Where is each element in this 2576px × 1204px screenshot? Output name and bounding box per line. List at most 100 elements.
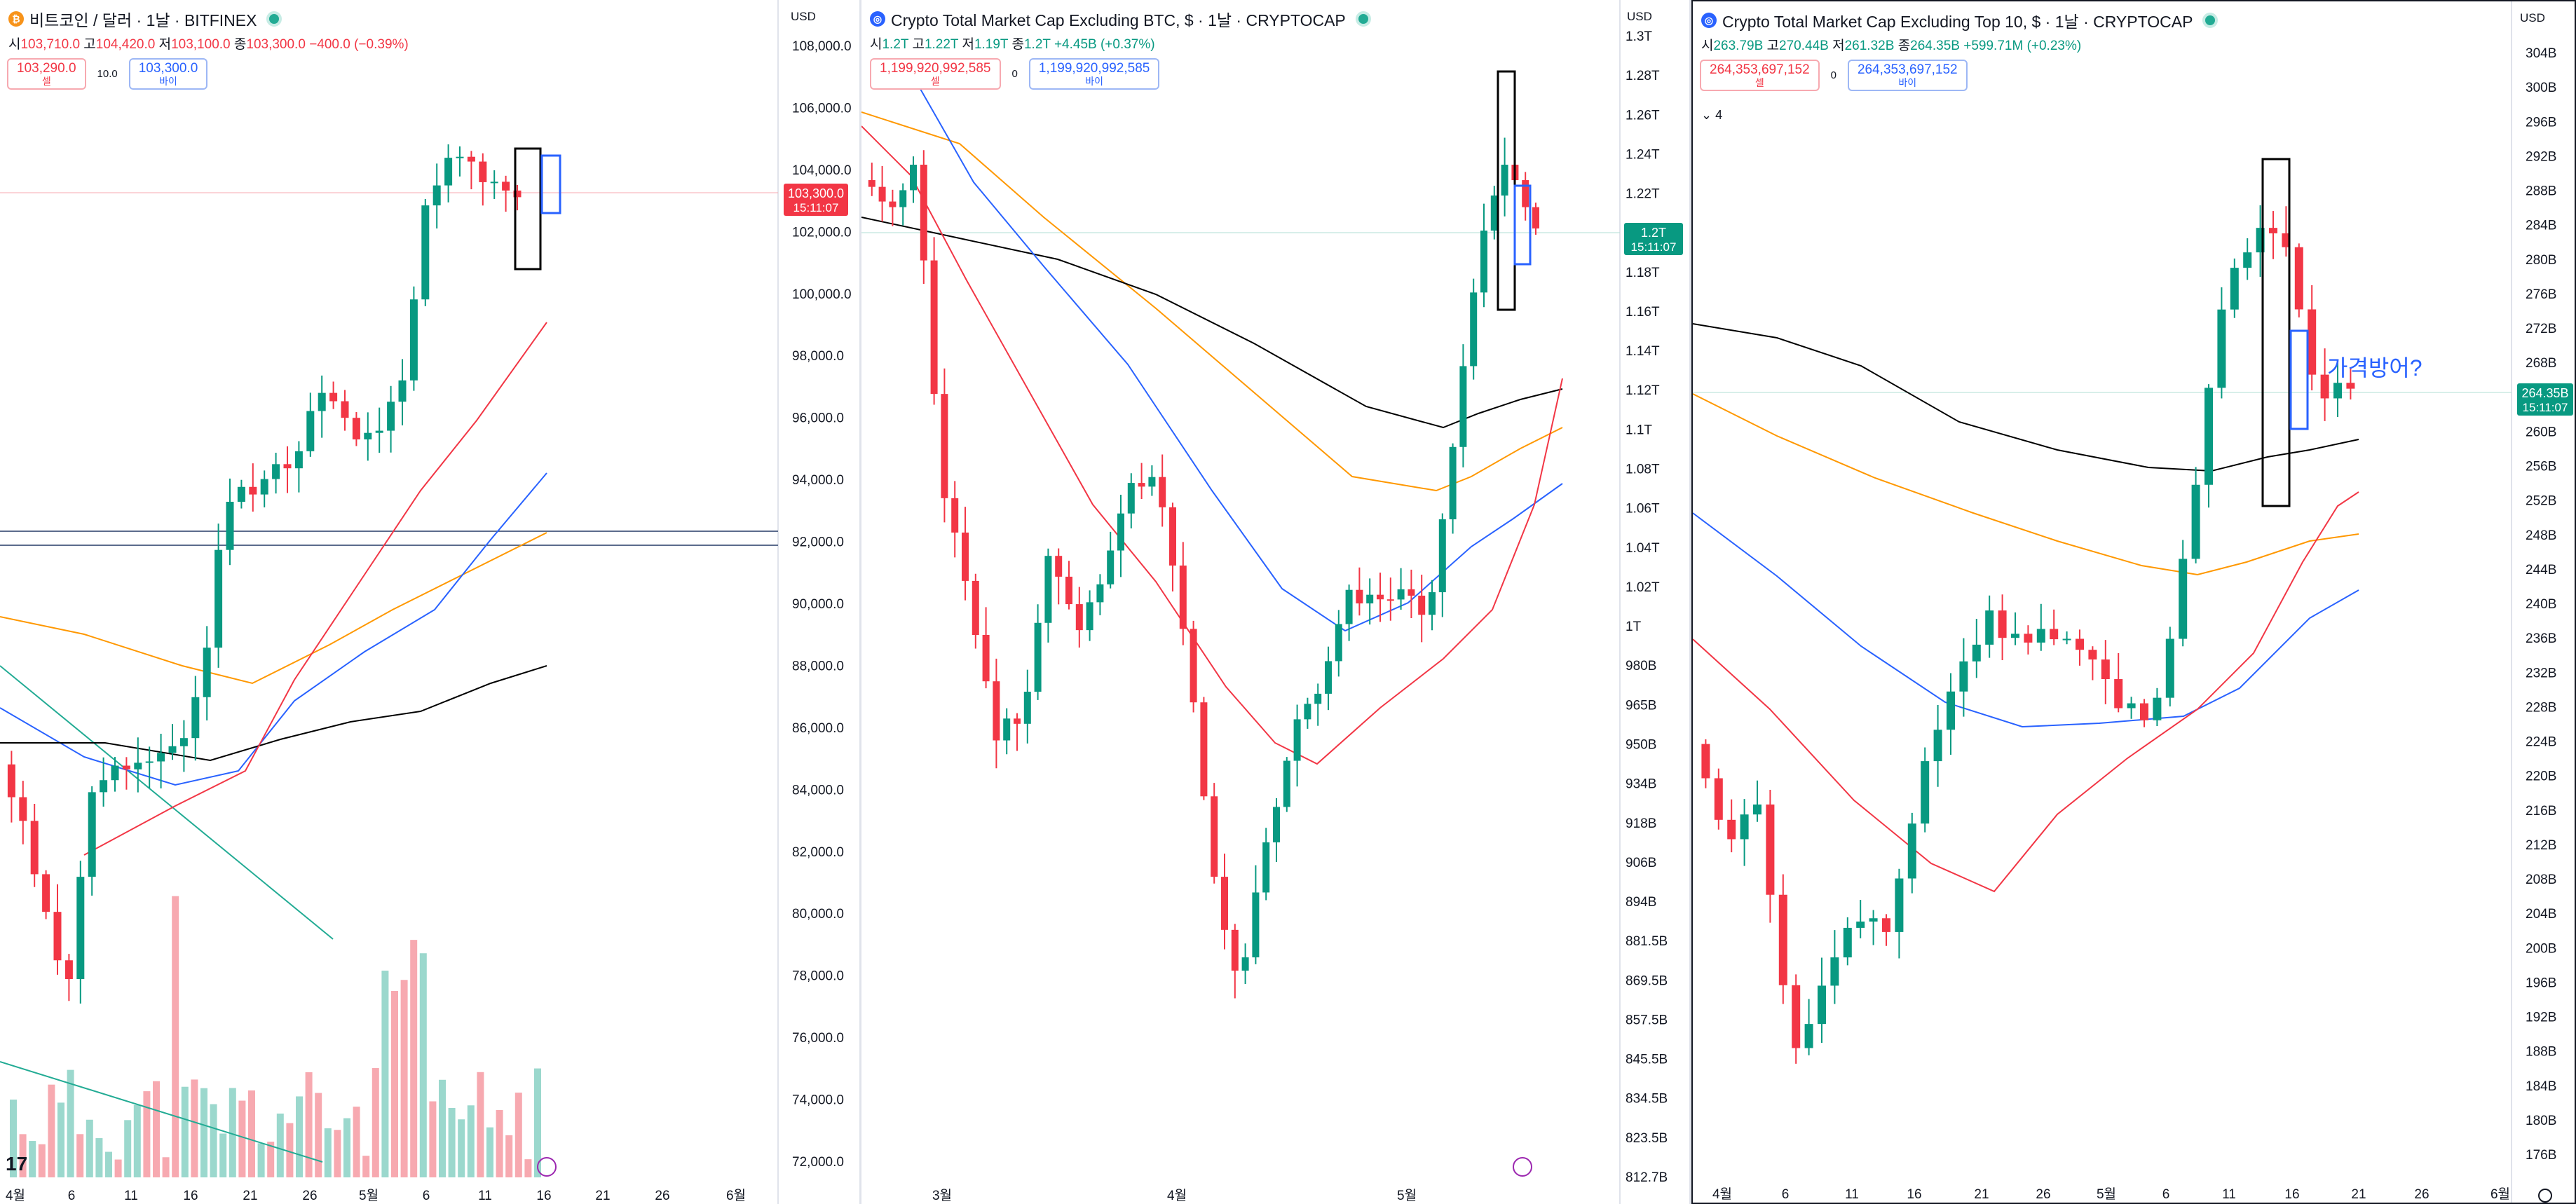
volume-bar bbox=[305, 1072, 313, 1177]
indicator-count: 4 bbox=[1715, 108, 1723, 122]
price-axis-label: 1.06T bbox=[1626, 502, 1660, 517]
annotation-text[interactable]: 가격방어? bbox=[2327, 355, 2422, 381]
time-axis-label: 6 bbox=[423, 1189, 430, 1203]
candle-body bbox=[1304, 704, 1311, 720]
candle-body bbox=[1418, 595, 1426, 615]
currency-label[interactable]: USD bbox=[2520, 11, 2545, 25]
candle-body bbox=[1933, 730, 1942, 762]
buy-button[interactable]: 103,300.0 바이 bbox=[128, 58, 208, 90]
price-axis-label: 857.5B bbox=[1626, 1013, 1668, 1027]
price-axis-label: 1.24T bbox=[1626, 147, 1660, 162]
btc-chart-canvas[interactable]: 108,000.0 106,000.0 104,000.0 102,000.0 100,… bbox=[0, 0, 859, 1204]
buy-button[interactable]: 264,353,697,152 바이 bbox=[1847, 60, 1968, 91]
pane-divider[interactable] bbox=[859, 0, 861, 1204]
chart-pane-others[interactable]: 304B 300B 296B 292B 288B 284B 280B 276B 272B 268B… bbox=[1691, 0, 2576, 1204]
price-axis-label: 823.5B bbox=[1626, 1131, 1668, 1146]
time-axis-label: 5월 bbox=[2097, 1186, 2116, 1202]
volume-bar bbox=[372, 1068, 379, 1177]
price-axis-label: 1.28T bbox=[1626, 69, 1660, 83]
volume-bar bbox=[315, 1093, 322, 1177]
symbol-header[interactable]: ◎ Crypto Total Market Cap Excluding Top … bbox=[1701, 8, 2219, 32]
candle-body bbox=[1055, 556, 1063, 577]
volume-bar bbox=[124, 1120, 132, 1177]
candle-body bbox=[1792, 985, 1801, 1048]
candle-body bbox=[1127, 483, 1135, 514]
time-axis-label: 6 bbox=[1782, 1187, 1790, 1202]
trend-line[interactable] bbox=[0, 665, 334, 940]
ohlc-legend: 시263.79B 고270.44B 저261.32B 종264.35B +599… bbox=[1701, 39, 2082, 53]
highlight-box[interactable] bbox=[540, 154, 561, 214]
candle-body bbox=[179, 738, 188, 746]
highlight-box[interactable] bbox=[2289, 329, 2309, 430]
candle-body bbox=[2282, 233, 2291, 247]
candle-body bbox=[2036, 629, 2045, 643]
candle-body bbox=[2243, 252, 2252, 268]
candle-body bbox=[2114, 679, 2123, 709]
candle-body bbox=[1366, 594, 1374, 603]
buy-button[interactable]: 1,199,920,992,585 바이 bbox=[1028, 58, 1160, 90]
highlight-box[interactable] bbox=[1513, 184, 1532, 266]
volume-bar bbox=[496, 1109, 503, 1177]
total2-chart-canvas[interactable]: 1.3T 1.28T 1.26T 1.24T 1.22T 1.2T 1.18T 1.16T 1.… bbox=[861, 0, 1689, 1204]
price-axis-label: 80,000.0 bbox=[792, 907, 844, 922]
moving-average-line bbox=[0, 665, 547, 762]
time-axis-label: 5월 bbox=[359, 1188, 379, 1203]
candle-body bbox=[1972, 644, 1981, 662]
last-price-tag-value: 1.2T bbox=[1641, 226, 1666, 240]
price-axis-label: 184B bbox=[2526, 1079, 2556, 1094]
price-axis-label: 276B bbox=[2526, 287, 2556, 302]
moving-average-line bbox=[1693, 512, 2359, 728]
time-axis-label: 11 bbox=[1845, 1187, 1859, 1202]
chart-pane-btc[interactable]: 108,000.0 106,000.0 104,000.0 102,000.0 100,… bbox=[0, 0, 859, 1204]
spread-value: 0 bbox=[1830, 69, 1836, 81]
currency-label[interactable]: USD bbox=[1627, 10, 1652, 23]
price-axis-label: 918B bbox=[1626, 816, 1656, 831]
candle-body bbox=[1096, 584, 1104, 603]
candle-body bbox=[329, 392, 338, 402]
pane-divider[interactable] bbox=[1689, 0, 1691, 1204]
time-axis-label: 11 bbox=[478, 1189, 492, 1203]
lightning-icon[interactable] bbox=[1513, 1157, 1532, 1177]
currency-label[interactable]: USD bbox=[791, 10, 816, 23]
price-axis-label: 244B bbox=[2526, 563, 2556, 577]
sell-button[interactable]: 264,353,697,152 셀 bbox=[1700, 60, 1820, 91]
candle-body bbox=[1107, 550, 1115, 584]
price-axis-label: 292B bbox=[2526, 149, 2556, 164]
candle-body bbox=[2127, 703, 2136, 709]
gear-icon[interactable] bbox=[2538, 1189, 2552, 1203]
indicator-collapse-toggle[interactable]: ⌄ 4 bbox=[1701, 108, 1722, 123]
price-axis-label: 188B bbox=[2526, 1045, 2556, 1060]
price-axis-label: 980B bbox=[1626, 659, 1656, 673]
price-axis-label: 1.12T bbox=[1626, 383, 1660, 398]
sell-button[interactable]: 1,199,920,992,585 셀 bbox=[870, 58, 1001, 90]
candle-body bbox=[1470, 292, 1478, 367]
price-axis-label: 216B bbox=[2526, 804, 2556, 819]
moving-average-line bbox=[1693, 491, 2359, 893]
trend-line[interactable] bbox=[0, 1061, 323, 1163]
volume-bar bbox=[133, 1104, 141, 1177]
others-chart-canvas[interactable]: 304B 300B 296B 292B 288B 284B 280B 276B 272B 268B… bbox=[1693, 1, 2575, 1203]
candle-body bbox=[1221, 877, 1228, 930]
lightning-icon[interactable] bbox=[537, 1157, 557, 1177]
price-axis-label: 100,000.0 bbox=[792, 287, 852, 302]
candle-body bbox=[1335, 624, 1342, 662]
highlight-box[interactable] bbox=[2261, 158, 2291, 507]
sell-button[interactable]: 103,290.0 셀 bbox=[7, 58, 86, 90]
volume-bar bbox=[524, 1159, 532, 1177]
price-axis-label: 104,000.0 bbox=[792, 163, 852, 178]
candle-body bbox=[1138, 483, 1145, 487]
candle-body bbox=[2062, 638, 2071, 641]
symbol-header[interactable]: ₿ 비트코인 / 달러 · 1날 · BITFINEX bbox=[8, 7, 282, 31]
chart-pane-total2[interactable]: 1.3T 1.28T 1.26T 1.24T 1.22T 1.2T 1.18T 1.16T 1.… bbox=[861, 0, 1689, 1204]
price-axis-label: 1.16T bbox=[1626, 305, 1660, 320]
volume-bar bbox=[114, 1159, 122, 1177]
candle-body bbox=[2076, 638, 2084, 650]
volume-bar bbox=[267, 1142, 275, 1177]
candle-body bbox=[203, 648, 211, 697]
price-axis-label: 212B bbox=[2526, 838, 2556, 853]
trade-buttons: 103,290.0 셀 10.0 103,300.0 바이 bbox=[7, 58, 208, 90]
price-axis-label: 96,000.0 bbox=[792, 411, 844, 426]
candle-body bbox=[490, 182, 498, 184]
symbol-header[interactable]: ◎ Crypto Total Market Cap Excluding BTC,… bbox=[870, 7, 1371, 31]
highlight-box[interactable] bbox=[514, 147, 542, 271]
